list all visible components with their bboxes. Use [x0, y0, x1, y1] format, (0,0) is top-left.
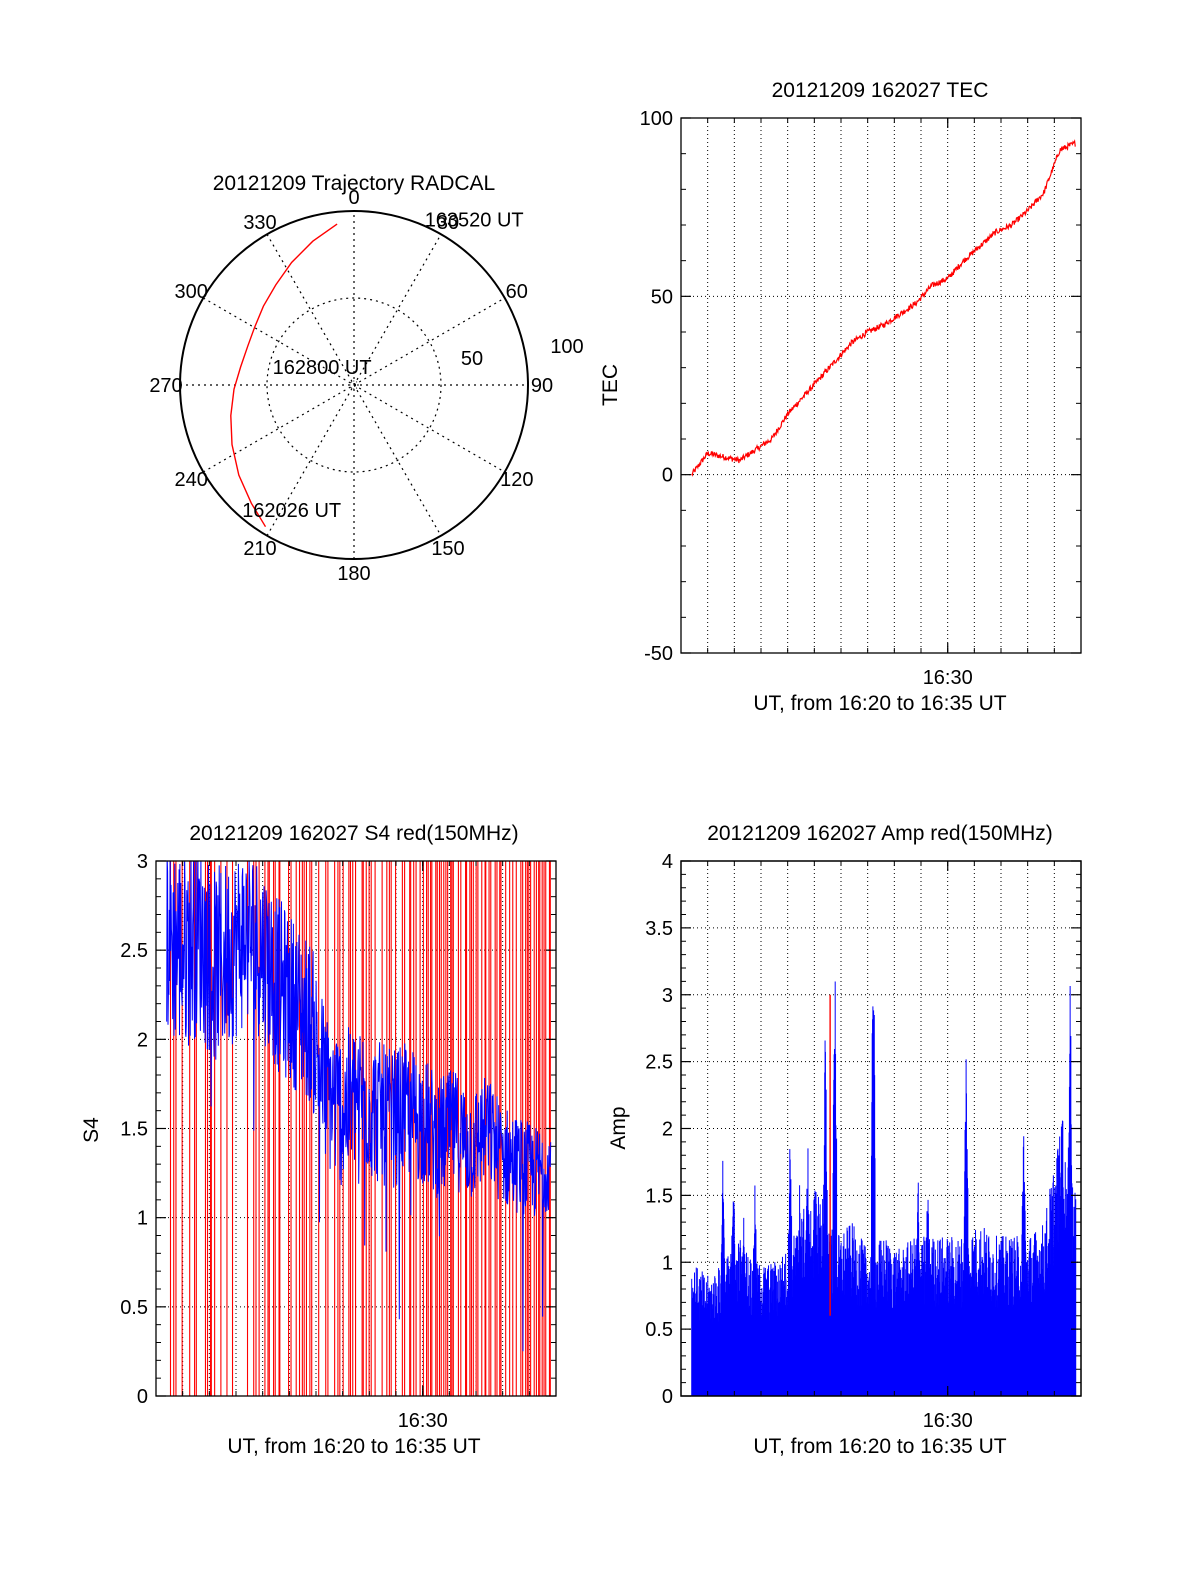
- amp-ytick-label-6: 3: [662, 985, 673, 1007]
- polar-angle-label-210: 210: [243, 538, 276, 560]
- polar-angle-label-0: 0: [348, 187, 359, 209]
- tec-line: [691, 139, 1076, 477]
- polar-angle-label-30: 30: [437, 212, 459, 234]
- trajectory-annotation-start: 162026 UT: [242, 500, 341, 522]
- amp-ytick-label-4: 2: [662, 1119, 673, 1141]
- polar-spoke: [266, 234, 442, 536]
- s4-ytick-label-3: 1.5: [120, 1119, 148, 1141]
- amp-ytick-label-1: 0.5: [645, 1319, 673, 1341]
- polar-angle-label-300: 300: [175, 281, 208, 303]
- polar-angle-label-150: 150: [431, 538, 464, 560]
- amp-base-fill: [691, 1322, 1076, 1396]
- tec-xtick-label-0: 16:30: [923, 667, 973, 689]
- s4-x-axis-label: UT, from 16:20 to 16:35 UT: [227, 1435, 480, 1458]
- trajectory-annotation-mid: 162800 UT: [273, 357, 372, 379]
- s4-blue-line: [166, 861, 552, 1352]
- tec-x-axis-label: UT, from 16:20 to 16:35 UT: [753, 692, 1006, 715]
- amp-ytick-label-7: 3.5: [645, 918, 673, 940]
- s4-ytick-label-1: 0.5: [120, 1297, 148, 1319]
- tec-title: 20121209 162027 TEC: [772, 79, 989, 102]
- amp-ytick-label-0: 0: [662, 1386, 673, 1408]
- s4-title: 20121209 162027 S4 red(150MHz): [189, 822, 518, 845]
- s4-y-axis-label: S4: [80, 1117, 103, 1143]
- trajectory-title: 20121209 Trajectory RADCAL: [213, 172, 496, 195]
- amp-y-axis-label: Amp: [607, 1106, 630, 1149]
- polar-radius-label-100: 100: [550, 336, 583, 358]
- trajectory-panel: 20121209 Trajectory RADCAL 0 30 60 90 120 150…: [149, 172, 583, 585]
- trajectory-series: [230, 223, 338, 528]
- s4-xtick-label-0: 16:30: [398, 1410, 448, 1432]
- tec-panel: 20121209 162027 TEC -50 0 50 100 16:30 UT, f…: [599, 79, 1082, 715]
- amp-ytick-label-8: 4: [662, 851, 673, 873]
- s4-series: [166, 861, 552, 1396]
- polar-angle-label-330: 330: [243, 212, 276, 234]
- trajectory-annotation-end: 163520 UT: [425, 209, 524, 231]
- polar-grid-circle: [266, 297, 442, 473]
- tec-ytick-label-3: 100: [640, 108, 673, 130]
- amp-xtick-label-0: 16:30: [923, 1410, 973, 1432]
- polar-angle-label-120: 120: [500, 469, 533, 491]
- trajectory-line: [230, 223, 338, 528]
- s4-ytick-label-0: 0: [137, 1386, 148, 1408]
- tec-ytick-label-1: 0: [662, 465, 673, 487]
- s4-ytick-label-4: 2: [137, 1029, 148, 1051]
- tec-axes: -50 0 50 100 16:30: [640, 108, 1082, 689]
- amp-ytick-label-5: 2.5: [645, 1052, 673, 1074]
- polar-radius-label-50: 50: [461, 348, 483, 370]
- tec-ytick-label-0: -50: [644, 643, 673, 665]
- tec-y-axis-label: TEC: [599, 364, 622, 406]
- polar-angle-label-180: 180: [337, 563, 370, 585]
- polar-angle-label-90: 90: [531, 375, 553, 397]
- amp-axes: 0 0.5 1 1.5 2 2.5 3 3.5 4 16:30: [645, 851, 1082, 1432]
- tec-grid: [681, 118, 1081, 653]
- amp-title: 20121209 162027 Amp red(150MHz): [707, 822, 1053, 845]
- amp-x-axis-label: UT, from 16:20 to 16:35 UT: [753, 1435, 1006, 1458]
- polar-angle-label-240: 240: [175, 469, 208, 491]
- polar-angle-label-60: 60: [506, 281, 528, 303]
- amp-panel: 20121209 162027 Amp red(150MHz) 0 0.5 1 1.5…: [607, 822, 1082, 1458]
- tec-frame: [680, 117, 1082, 654]
- s4-ytick-label-6: 3: [137, 851, 148, 873]
- s4-ytick-label-2: 1: [137, 1208, 148, 1230]
- s4-clipped: [166, 861, 552, 1396]
- tec-ytick-label-2: 50: [651, 286, 673, 308]
- polar-grid: [179, 210, 529, 560]
- amp-ytick-label-2: 1: [662, 1252, 673, 1274]
- polar-angle-label-270: 270: [149, 375, 182, 397]
- amp-ytick-label-3: 1.5: [645, 1185, 673, 1207]
- polar-tick-labels: 0 30 60 90 120 150 180 210 240 270 300 330 50 100: [149, 187, 583, 585]
- s4-ytick-label-5: 2.5: [120, 940, 148, 962]
- s4-axes: 0 0.5 1 1.5 2 2.5 3 16:30: [120, 851, 557, 1432]
- amp-series: [680, 860, 1082, 1397]
- s4-panel: 20121209 162027 S4 red(150MHz) 0 0.5 1 1.5 2…: [80, 822, 557, 1458]
- tec-series: [691, 139, 1076, 477]
